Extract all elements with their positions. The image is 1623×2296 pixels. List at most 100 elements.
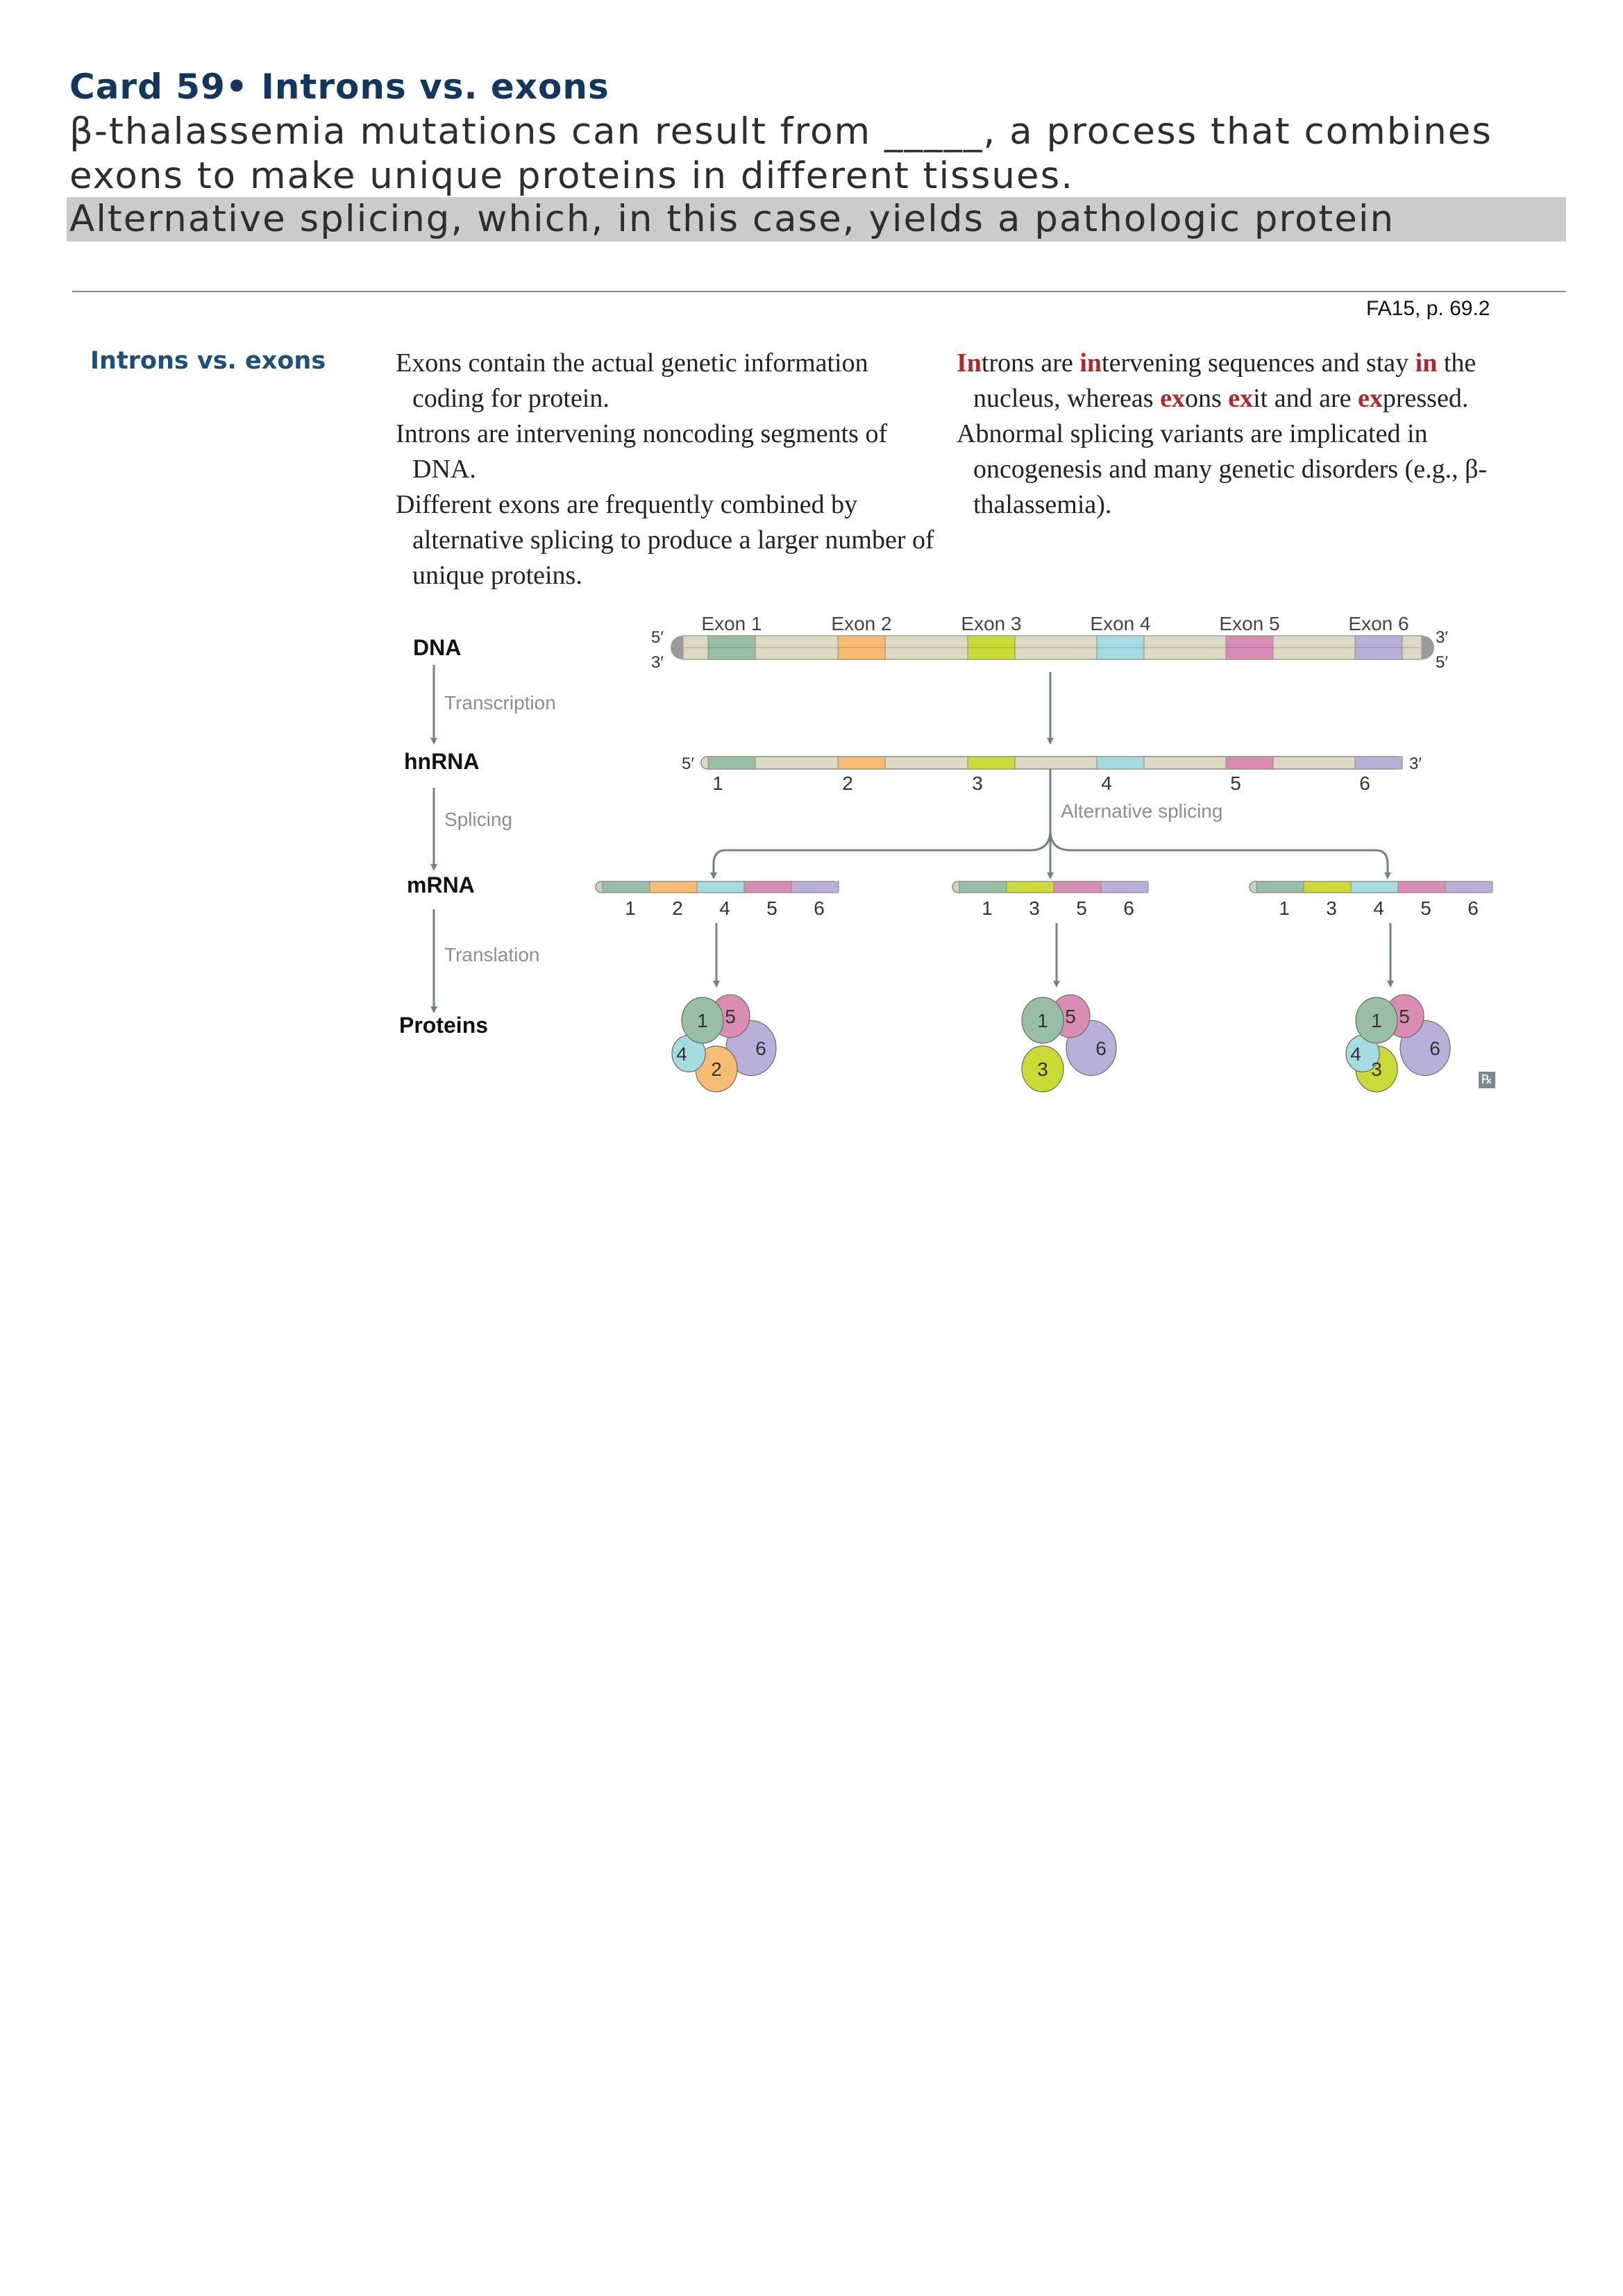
hnrna-exon-2 — [837, 756, 886, 770]
mrna-exon-2 — [649, 881, 698, 893]
protein-domain-label: 6 — [1095, 1038, 1107, 1059]
rx-icon: ℞ — [1479, 1072, 1495, 1088]
dna-exon-3 — [967, 635, 1016, 660]
mrna-exon-1 — [1256, 881, 1304, 893]
exon-label: Exon 2 — [831, 613, 891, 634]
mrna-exon-1 — [959, 881, 1007, 893]
hnrna-number: 4 — [1101, 773, 1112, 794]
hnrna-exon-5 — [1225, 756, 1274, 770]
left-column: Exons contain the actual genetic informa… — [396, 346, 944, 593]
mrna-variant-1: 1 2 4 5 6 — [595, 881, 839, 919]
protein-domain-label: 1 — [697, 1010, 708, 1031]
answer-text: Alternative splicing, which, in this cas… — [67, 197, 1566, 242]
mrna-number: 1 — [982, 897, 993, 919]
protein-domain-label: 1 — [1037, 1010, 1048, 1031]
mnemonic-text: the nucleus, whereas — [973, 348, 1477, 413]
protein-domain-1 — [1355, 997, 1398, 1044]
stage-hnrna: hnRNA — [404, 749, 479, 774]
hnrna-number: 6 — [1359, 773, 1370, 794]
hnrna-exon-6 — [1354, 756, 1403, 770]
splicing-diagram: DNA Transcription hnRNA Splicing mRNA Tr… — [399, 613, 1493, 1092]
stage-mrna: mRNA — [407, 872, 475, 897]
protein-domain-label: 1 — [1371, 1010, 1382, 1031]
dna-exon-2 — [837, 635, 886, 660]
mrna-exon-4 — [696, 881, 745, 893]
exon-label: Exon 6 — [1348, 613, 1408, 634]
protein-domain-label: 3 — [1371, 1058, 1382, 1080]
mrna-exon-6 — [791, 881, 839, 893]
question-text: β-thalassemia mutations can result from … — [69, 110, 1492, 197]
hnrna-exon-4 — [1096, 756, 1145, 770]
protein-domain-3 — [1021, 1045, 1064, 1092]
protein-3: 1 34 56 — [1345, 994, 1451, 1092]
mrna-variant-2: 1 3 5 6 — [952, 881, 1149, 919]
mrna-exon-3 — [1006, 881, 1054, 893]
dna-exon-4 — [1096, 635, 1145, 660]
dna-5prime-top: 5′ — [651, 628, 664, 647]
mnemonic-paragraph: Introns are intervening sequences and st… — [957, 346, 1533, 416]
mrna-number: 5 — [1420, 897, 1431, 919]
hnrna-3prime: 3′ — [1409, 754, 1422, 773]
protein-domain-1 — [1021, 997, 1064, 1044]
exon-labels: Exon 1 Exon 2 Exon 3 Exon 4 Exon 5 Exon 6 — [701, 613, 1408, 634]
mnemonic-text: ons — [1184, 384, 1229, 413]
hnrna-number: 3 — [972, 773, 983, 794]
mrna-variant-3: 1 3 4 5 6 — [1249, 881, 1493, 919]
hnrna-strand — [700, 756, 1403, 770]
mnemonic-highlight: in — [1079, 348, 1102, 378]
dna-3prime-bottom: 3′ — [651, 653, 664, 672]
protein-domain-label: 6 — [755, 1038, 766, 1059]
mrna-number: 5 — [766, 897, 777, 919]
mrna-number: 4 — [1373, 897, 1384, 919]
mrna-exon-6 — [1445, 881, 1493, 893]
mnemonic-highlight: in — [1415, 348, 1438, 378]
dna-exon-6 — [1354, 635, 1403, 660]
left-paragraph: Exons contain the actual genetic informa… — [396, 348, 868, 413]
exon-label: Exon 1 — [701, 613, 762, 634]
splice-branch-right — [1049, 829, 1391, 879]
mrna-exon-5 — [743, 881, 792, 893]
protein-domain-1 — [681, 997, 724, 1044]
dna-5prime-bottom: 5′ — [1436, 653, 1448, 672]
mrna-number: 6 — [1468, 897, 1479, 919]
mnemonic-highlight: ex — [1357, 384, 1383, 413]
label-translation: Translation — [444, 944, 539, 965]
mnemonic-highlight: ex — [1228, 384, 1254, 413]
hnrna-exon-3 — [967, 756, 1016, 770]
label-splicing: Splicing — [444, 809, 512, 830]
mnemonic-text: pressed. — [1382, 384, 1469, 413]
mrna-number: 2 — [672, 897, 683, 919]
hnrna-exon-1 — [707, 756, 756, 770]
label-transcription: Transcription — [444, 692, 556, 714]
right-column: Introns are intervening sequences and st… — [957, 346, 1533, 523]
mrna-number: 5 — [1076, 897, 1087, 919]
source-reference: FA15, p. 69.2 — [1366, 297, 1490, 320]
protein-1: 1 2 4 56 — [671, 994, 777, 1092]
section-heading: Introns vs. exons — [90, 347, 326, 375]
mrna-variants: 1 2 4 5 6 1 3 5 6 1 3 4 5 6 — [595, 881, 1493, 919]
mrna-number: 6 — [814, 897, 825, 919]
mrna-exon-3 — [1303, 881, 1352, 893]
stage-proteins: Proteins — [399, 1013, 488, 1038]
right-paragraph: Abnormal splicing variants are implicate… — [957, 419, 1488, 519]
mrna-exon-5 — [1053, 881, 1102, 893]
mnemonic-highlight: ex — [1160, 384, 1185, 413]
exon-label: Exon 3 — [961, 613, 1021, 634]
protein-domain-label: 5 — [1065, 1006, 1076, 1027]
dna-3prime-top: 3′ — [1436, 628, 1448, 647]
dna-exon-5 — [1225, 635, 1274, 660]
protein-domain-label: 2 — [711, 1058, 722, 1080]
mrna-number: 3 — [1029, 897, 1040, 919]
mrna-exon-1 — [602, 881, 650, 893]
dna-strand — [671, 635, 1434, 660]
mnemonic-highlight: In — [957, 348, 982, 378]
label-alternative-splicing: Alternative splicing — [1061, 800, 1222, 822]
mrna-exon-6 — [1100, 881, 1149, 893]
mrna-number: 4 — [719, 897, 730, 919]
mrna-exon-5 — [1397, 881, 1446, 893]
mrna-number: 3 — [1326, 897, 1337, 919]
protein-2: 1 3 56 — [1021, 994, 1117, 1092]
exon-label: Exon 5 — [1219, 613, 1279, 634]
mrna-number: 1 — [625, 897, 636, 919]
